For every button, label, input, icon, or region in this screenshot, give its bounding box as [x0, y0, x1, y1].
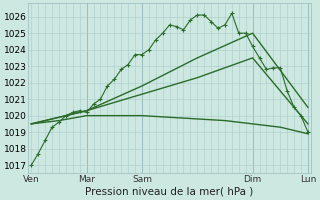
X-axis label: Pression niveau de la mer( hPa ): Pression niveau de la mer( hPa )	[85, 187, 254, 197]
